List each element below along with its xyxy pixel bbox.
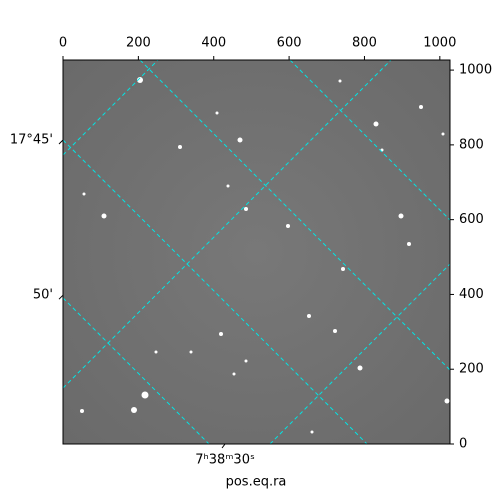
dec-tick-label: 17°45' — [10, 133, 53, 148]
y-tick-label: 400 — [459, 287, 484, 302]
y-tick-label: 800 — [459, 137, 484, 152]
sky-image — [63, 60, 450, 444]
x-tick-label: 600 — [277, 36, 302, 51]
x-tick-label: 400 — [201, 36, 226, 51]
x-tick-label: 800 — [352, 36, 377, 51]
dec-tick — [58, 294, 64, 300]
x-tick-label: 200 — [126, 36, 151, 51]
x-tick-label: 1000 — [423, 36, 456, 51]
ra-tick-label: 7ʰ38ᵐ30ˢ — [195, 453, 255, 468]
y-tick-label: 1000 — [459, 63, 492, 78]
x-axis-label: pos.eq.ra — [226, 475, 287, 490]
y-tick-label: 600 — [459, 212, 484, 227]
dec-tick-label: 50' — [33, 288, 53, 303]
ra-tick — [221, 443, 226, 449]
y-tick-label: 200 — [459, 362, 484, 377]
dec-tick — [58, 139, 64, 145]
coordinate-grid — [63, 60, 450, 444]
plot-frame — [62, 59, 451, 445]
y-tick-label: 0 — [459, 437, 467, 452]
stars — [80, 77, 450, 434]
x-tick-label: 0 — [59, 36, 67, 51]
